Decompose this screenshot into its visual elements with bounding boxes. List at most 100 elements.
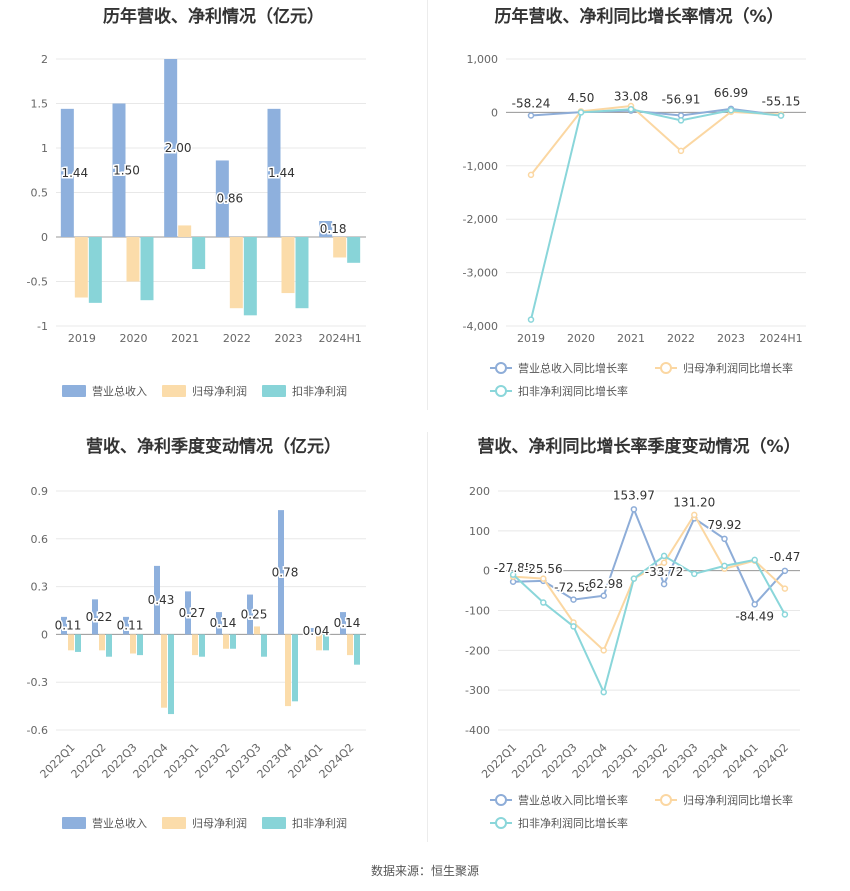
data-label: 0.25 [241, 607, 268, 621]
data-point [509, 578, 517, 586]
legend-label: 归母净利润 [192, 384, 247, 398]
data-point [509, 571, 517, 578]
data-point [630, 575, 638, 582]
x-tick-label: 2024H1 [319, 332, 362, 345]
bar [340, 612, 346, 635]
y-tick-label: 1.5 [31, 98, 49, 111]
data-label: -56.91 [662, 92, 701, 106]
data-point [781, 567, 789, 575]
quarterly-growth-chart: 2001000-100-200-300-4002022Q12022Q22022Q… [465, 485, 802, 830]
data-point [660, 580, 668, 588]
chart-title: 历年营收、净利同比增长率情况（%） [494, 7, 784, 27]
legend-label: 营业总收入 [92, 384, 147, 398]
data-label: 0.14 [334, 616, 361, 630]
data-point [721, 562, 728, 570]
y-tick-label: 0 [41, 231, 48, 244]
data-label: 33.08 [614, 90, 648, 104]
data-label: 79.92 [707, 518, 741, 532]
series-line [530, 104, 782, 176]
bar [192, 237, 206, 270]
y-tick-label: 1 [41, 142, 48, 155]
bar [185, 591, 191, 635]
y-tick-label: 0.3 [31, 581, 49, 594]
data-point [781, 611, 789, 618]
chart-title: 历年营收、净利情况（亿元） [103, 7, 324, 27]
bar [164, 59, 178, 237]
divider [427, 0, 428, 410]
x-tick-label: 2023 [275, 332, 303, 345]
legend-label: 归母净利润 [192, 816, 247, 830]
series-line [513, 512, 786, 653]
data-label: -33.72 [645, 565, 684, 579]
bar [74, 237, 88, 298]
chart-title: 营收、净利季度变动情况（亿元） [86, 437, 341, 457]
annual-growth-panel: 历年营收、净利同比增长率情况（%） 1,000 0 -1,000 -2,000 -3,0… [428, 0, 850, 410]
bar [247, 594, 253, 635]
data-point [677, 117, 685, 124]
legend-label: 营业总收入同比增长率 [518, 361, 628, 375]
series-line [513, 506, 786, 607]
divider [427, 432, 428, 842]
series-line [512, 554, 786, 696]
bar [278, 510, 284, 635]
y-tick-label: 0.6 [31, 533, 49, 546]
y-tick-label: 1,000 [467, 53, 499, 66]
data-label: 0.43 [148, 593, 175, 607]
data-label: -27.85 [494, 561, 533, 575]
bar [295, 237, 309, 309]
bar [243, 237, 257, 316]
bar [140, 237, 154, 301]
data-point [627, 105, 635, 113]
y-tick-label: -3,000 [463, 267, 498, 280]
bar [106, 634, 112, 657]
legend-swatch-icon [162, 817, 186, 829]
y-tick-label: -1 [37, 320, 48, 333]
legend-label: 营业总收入同比增长率 [518, 793, 628, 807]
y-tick-label: 0.5 [31, 187, 49, 200]
bar [192, 634, 198, 656]
x-tick-label: 2019 [517, 332, 545, 345]
data-label: -55.15 [762, 94, 801, 108]
data-label: 0.11 [117, 619, 144, 633]
data-label: 153.97 [613, 488, 655, 502]
legend-marker-icon [495, 362, 507, 374]
bar [216, 612, 222, 635]
data-point [540, 599, 547, 606]
legend-swatch-icon [62, 817, 86, 829]
data-point [570, 596, 577, 603]
y-tick-label: -0.6 [27, 724, 48, 737]
annual-growth-chart: 1,000 0 -1,000 -2,000 -3,000 -4,000 2019 2020 20… [463, 53, 806, 398]
x-tick-label: 2023 [717, 332, 745, 345]
bar [229, 237, 243, 309]
data-point [600, 647, 607, 654]
bar [154, 565, 160, 635]
legend-label: 归母净利润同比增长率 [683, 793, 793, 807]
data-label: 66.99 [714, 86, 748, 100]
y-tick-label: -0.5 [27, 276, 48, 289]
bar [323, 634, 329, 651]
bar [285, 634, 291, 707]
bar [354, 634, 360, 665]
data-point [721, 535, 728, 543]
bar [137, 634, 143, 656]
y-tick-label: -400 [465, 724, 490, 737]
data-point [777, 112, 785, 119]
bar [347, 237, 361, 263]
bar [261, 634, 267, 657]
y-tick-label: -4,000 [463, 320, 498, 333]
data-point [600, 592, 607, 600]
bar [199, 634, 205, 657]
legend-label: 扣非净利润 [292, 384, 347, 398]
data-point [527, 316, 535, 323]
y-tick-label: 2 [41, 53, 48, 66]
data-point [691, 570, 698, 578]
bar [92, 599, 98, 635]
data-point [630, 506, 638, 513]
y-tick-label: 200 [469, 485, 490, 498]
bar [112, 103, 126, 237]
legend-swatch-icon [262, 817, 286, 829]
legend-label: 扣非净利润 [292, 816, 347, 830]
y-tick-label: -200 [465, 644, 490, 657]
x-tick-label: 2020 [567, 332, 595, 345]
bar [254, 626, 260, 635]
